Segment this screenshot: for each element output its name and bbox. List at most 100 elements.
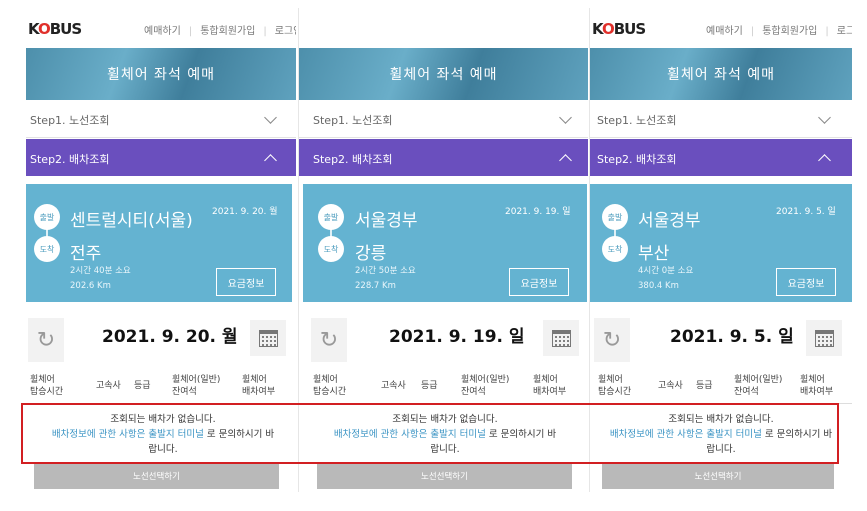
header: KOBUS 예매하기|통합회원가입|로그인 bbox=[26, 8, 296, 48]
no-schedule-message: 조회되는 배차가 없습니다. 배차정보에 관한 사항은 출발지 터미널 로 문의… bbox=[51, 414, 275, 455]
col-dispatch-status: 휠체어 배차여부 bbox=[533, 375, 567, 397]
nav-login[interactable]: 로그인 bbox=[836, 26, 852, 37]
fare-info-button[interactable]: 요금정보 bbox=[776, 268, 836, 296]
terminal-link[interactable]: 배차정보에 관한 사항은 출발지 터미널 bbox=[51, 429, 204, 440]
depart-badge: 출발 bbox=[602, 204, 628, 230]
refresh-button[interactable]: ↻ bbox=[594, 318, 630, 362]
header: KOBUS 예매하기|통합회원가입|로그인 bbox=[590, 8, 852, 48]
col-bus-company: 고속사 bbox=[658, 381, 683, 391]
chevron-up-icon bbox=[818, 154, 831, 167]
kobus-panel-2: 휠체어 좌석 예매 Step1. 노선조회 Step2. 배차조회 출발 도착 … bbox=[299, 8, 588, 492]
arrival-terminal: 강릉 bbox=[355, 244, 387, 264]
step1-accordion[interactable]: Step1. 노선조회 bbox=[299, 100, 588, 138]
travel-distance: 202.6 Km bbox=[70, 281, 111, 291]
selected-date: 2021. 9. 19. 일 bbox=[389, 327, 525, 347]
route-info-card: 출발 도착 서울경부 강릉 2021. 9. 19. 일 2시간 50분 소요 … bbox=[303, 184, 587, 302]
kobus-panel-1: KOBUS 예매하기|통합회원가입|로그인 휠체어 좌석 예매 Step1. 노… bbox=[26, 8, 296, 492]
nav-signup[interactable]: 통합회원가입 bbox=[200, 26, 256, 37]
terminal-link[interactable]: 배차정보에 관한 사항은 출발지 터미널 bbox=[333, 429, 486, 440]
nav-login[interactable]: 로그인 bbox=[274, 26, 296, 37]
select-route-button[interactable]: 노선선택하기 bbox=[317, 463, 572, 489]
col-bus-company: 고속사 bbox=[381, 381, 406, 391]
travel-distance: 228.7 Km bbox=[355, 281, 396, 291]
col-remaining-seats: 휠체어(일반) 잔여석 bbox=[461, 375, 510, 397]
route-date: 2021. 9. 5. 일 bbox=[776, 207, 836, 217]
arrive-badge: 도착 bbox=[318, 236, 344, 262]
step1-label: Step1. 노선조회 bbox=[30, 114, 110, 127]
kobus-logo[interactable]: KOBUS bbox=[28, 20, 82, 38]
route-date: 2021. 9. 20. 월 bbox=[212, 207, 278, 217]
fare-info-button[interactable]: 요금정보 bbox=[509, 268, 569, 296]
kobus-panel-3: KOBUS 예매하기|통합회원가입|로그인 휠체어 좌석 예매 Step1. 노… bbox=[590, 8, 852, 492]
calendar-icon bbox=[551, 329, 571, 347]
col-grade: 등급 bbox=[421, 381, 438, 391]
departure-terminal: 서울경부 bbox=[355, 211, 418, 231]
col-boarding-time: 휠체어 탑승시간 bbox=[30, 375, 64, 397]
calendar-icon bbox=[814, 329, 834, 347]
step2-accordion[interactable]: Step2. 배차조회 bbox=[590, 139, 852, 176]
step1-label: Step1. 노선조회 bbox=[313, 114, 393, 127]
refresh-icon: ↻ bbox=[319, 327, 339, 353]
header bbox=[299, 8, 588, 48]
calendar-icon bbox=[258, 329, 278, 347]
terminal-link[interactable]: 배차정보에 관한 사항은 출발지 터미널 bbox=[609, 429, 762, 440]
step2-accordion[interactable]: Step2. 배차조회 bbox=[26, 139, 296, 176]
route-info-card: 출발 도착 센트럴시티(서울) 전주 2021. 9. 20. 월 2시간 40… bbox=[26, 184, 292, 302]
travel-duration: 2시간 50분 소요 bbox=[355, 266, 416, 276]
step2-label: Step2. 배차조회 bbox=[313, 153, 393, 166]
calendar-button[interactable] bbox=[806, 320, 842, 356]
top-nav: 예매하기|통합회원가입|로그인 bbox=[144, 22, 296, 37]
nav-reserve[interactable]: 예매하기 bbox=[706, 26, 743, 37]
refresh-icon: ↻ bbox=[602, 327, 622, 353]
departure-terminal: 센트럴시티(서울) bbox=[70, 211, 193, 231]
calendar-button[interactable] bbox=[250, 320, 286, 356]
step1-accordion[interactable]: Step1. 노선조회 bbox=[26, 100, 296, 138]
page-banner: 휠체어 좌석 예매 bbox=[26, 48, 296, 100]
calendar-button[interactable] bbox=[543, 320, 579, 356]
chevron-up-icon bbox=[264, 154, 277, 167]
select-route-button[interactable]: 노선선택하기 bbox=[602, 463, 834, 489]
col-dispatch-status: 휠체어 배차여부 bbox=[242, 375, 276, 397]
panel-divider bbox=[298, 8, 299, 492]
chevron-down-icon bbox=[264, 111, 277, 124]
schedule-table-header: 휠체어 탑승시간 고속사 등급 휠체어(일반) 잔여석 휠체어 배차여부 bbox=[299, 370, 588, 404]
col-grade: 등급 bbox=[696, 381, 713, 391]
nav-signup[interactable]: 통합회원가입 bbox=[762, 26, 818, 37]
arrival-terminal: 전주 bbox=[70, 244, 102, 264]
page-banner: 휠체어 좌석 예매 bbox=[590, 48, 852, 100]
page-title: 휠체어 좌석 예매 bbox=[106, 67, 216, 83]
kobus-logo[interactable]: KOBUS bbox=[592, 20, 646, 38]
no-schedule-message: 조회되는 배차가 없습니다. 배차정보에 관한 사항은 출발지 터미널 로 문의… bbox=[333, 414, 557, 455]
step1-label: Step1. 노선조회 bbox=[597, 114, 677, 127]
selected-date: 2021. 9. 5. 일 bbox=[670, 327, 794, 347]
col-dispatch-status: 휠체어 배차여부 bbox=[800, 375, 834, 397]
step2-label: Step2. 배차조회 bbox=[30, 153, 110, 166]
travel-duration: 4시간 0분 소요 bbox=[638, 266, 694, 276]
col-boarding-time: 휠체어 탑승시간 bbox=[313, 375, 347, 397]
select-route-button[interactable]: 노선선택하기 bbox=[34, 463, 279, 489]
col-remaining-seats: 휠체어(일반) 잔여석 bbox=[172, 375, 221, 397]
step2-accordion[interactable]: Step2. 배차조회 bbox=[299, 139, 588, 176]
arrival-terminal: 부산 bbox=[638, 244, 670, 264]
no-schedule-message: 조회되는 배차가 없습니다. 배차정보에 관한 사항은 출발지 터미널 로 문의… bbox=[609, 414, 833, 455]
schedule-table-header: 휠체어 탑승시간 고속사 등급 휠체어(일반) 잔여석 휠체어 배차여부 bbox=[590, 370, 852, 404]
chevron-down-icon bbox=[559, 111, 572, 124]
depart-badge: 출발 bbox=[34, 204, 60, 230]
schedule-table-header: 휠체어 탑승시간 고속사 등급 휠체어(일반) 잔여석 휠체어 배차여부 bbox=[26, 370, 296, 404]
arrive-badge: 도착 bbox=[34, 236, 60, 262]
depart-badge: 출발 bbox=[318, 204, 344, 230]
step1-accordion[interactable]: Step1. 노선조회 bbox=[590, 100, 852, 138]
selected-date: 2021. 9. 20. 월 bbox=[102, 327, 238, 347]
chevron-down-icon bbox=[818, 111, 831, 124]
page-banner: 휠체어 좌석 예매 bbox=[299, 48, 588, 100]
col-bus-company: 고속사 bbox=[96, 381, 121, 391]
refresh-button[interactable]: ↻ bbox=[28, 318, 64, 362]
nav-reserve[interactable]: 예매하기 bbox=[144, 26, 181, 37]
refresh-button[interactable]: ↻ bbox=[311, 318, 347, 362]
col-grade: 등급 bbox=[134, 381, 151, 391]
panel-divider bbox=[589, 8, 590, 492]
fare-info-button[interactable]: 요금정보 bbox=[216, 268, 276, 296]
arrive-badge: 도착 bbox=[602, 236, 628, 262]
chevron-up-icon bbox=[559, 154, 572, 167]
